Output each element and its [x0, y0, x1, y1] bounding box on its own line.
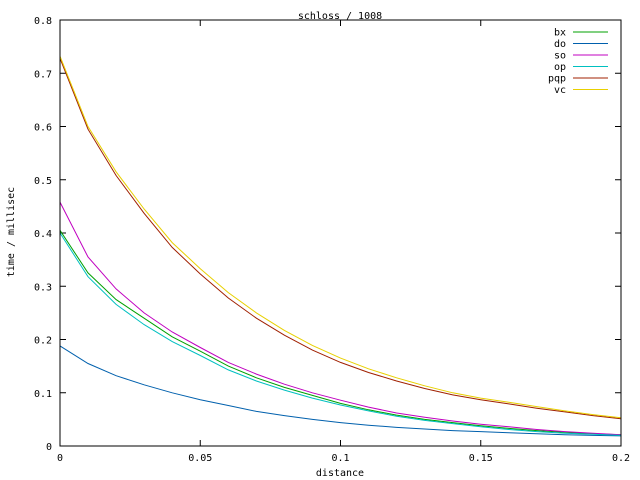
y-tick-label: 0.5	[34, 176, 52, 187]
y-tick-label: 0.2	[34, 336, 52, 347]
x-tick-label: 0.2	[612, 453, 630, 464]
series-lines	[59, 56, 622, 437]
series-line-so	[59, 201, 622, 436]
series-line-bx	[59, 230, 622, 436]
plot-frame	[59, 19, 622, 447]
y-tick-label: 0.8	[34, 16, 52, 27]
x-axis-label: distance	[316, 468, 364, 479]
x-tick-label: 0	[57, 453, 63, 464]
series-line-vc	[59, 56, 622, 419]
series-line-do	[59, 345, 622, 437]
x-tick-label: 0.05	[188, 453, 212, 464]
series-line-pqp	[59, 58, 622, 420]
legend-label-op: op	[554, 62, 566, 73]
axis-ticks: 0 0.05 0.1 0.15 0.2 0 0.1 0.2 0.3 0.4 0.5 0.6 0.7 0.8	[34, 16, 630, 464]
x-tick-label: 0.15	[469, 453, 493, 464]
y-tick-label: 0	[46, 442, 52, 453]
legend-label-vc: vc	[554, 85, 566, 96]
y-tick-label: 0.7	[34, 69, 52, 80]
y-axis-label: time / millisec	[6, 187, 17, 277]
y-tick-label: 0.1	[34, 389, 52, 400]
legend-label-do: do	[554, 39, 566, 50]
y-tick-label: 0.6	[34, 123, 52, 134]
y-tick-label: 0.4	[34, 229, 52, 240]
series-line-op	[59, 232, 622, 436]
chart-title: schloss / 1008	[298, 11, 382, 22]
legend-label-so: so	[554, 51, 566, 62]
legend-label-pqp: pqp	[548, 74, 566, 85]
legend-label-bx: bx	[554, 28, 566, 39]
x-tick-label: 0.1	[331, 453, 349, 464]
y-tick-label: 0.3	[34, 282, 52, 293]
